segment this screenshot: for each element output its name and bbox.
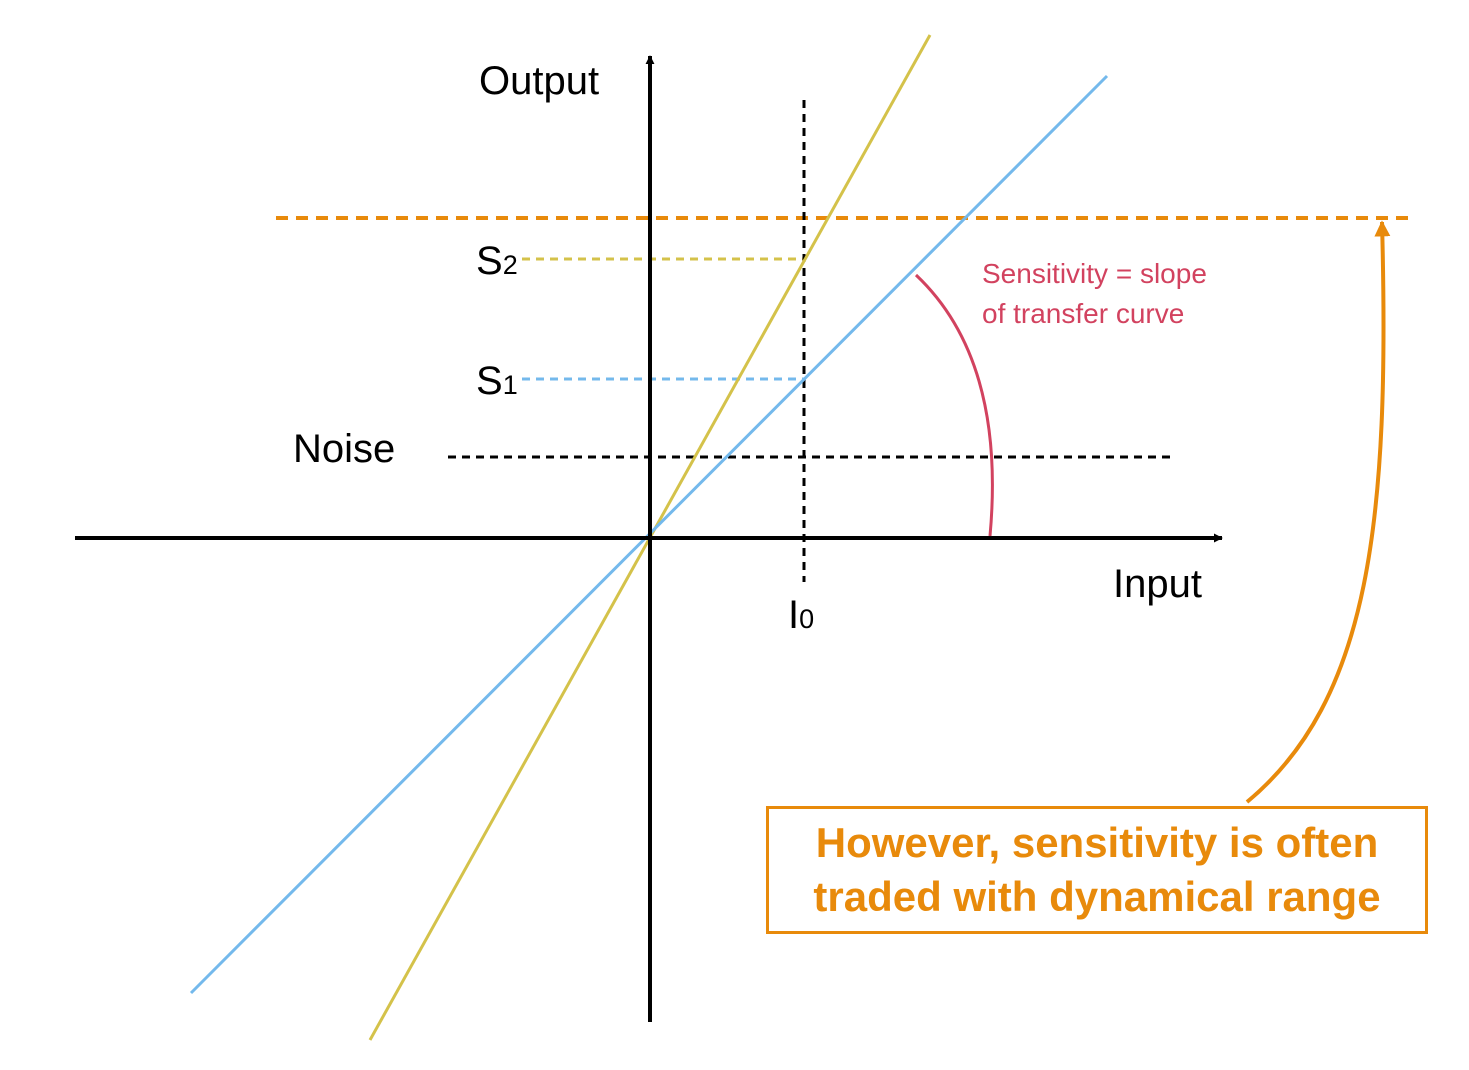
callout-arrow xyxy=(1245,220,1391,804)
i0-label: I0 xyxy=(788,593,814,637)
slope-angle-arc xyxy=(914,273,994,537)
tradeoff-callout-box: However, sensitivity is often traded wit… xyxy=(766,806,1428,934)
callout-line2: traded with dynamical range xyxy=(813,873,1381,920)
callout-line1: However, sensitivity is often xyxy=(815,819,1379,866)
noise-label: Noise xyxy=(293,427,395,471)
sensitivity-annotation-line2: of transfer curve xyxy=(982,298,1184,329)
s2-label: S2 xyxy=(476,239,518,283)
y-axis-title: Output xyxy=(479,59,599,103)
sensitivity-annotation-line1: Sensitivity = slope xyxy=(982,258,1207,289)
x-axis-title: Input xyxy=(1113,562,1202,606)
s1-label: S1 xyxy=(476,359,518,403)
